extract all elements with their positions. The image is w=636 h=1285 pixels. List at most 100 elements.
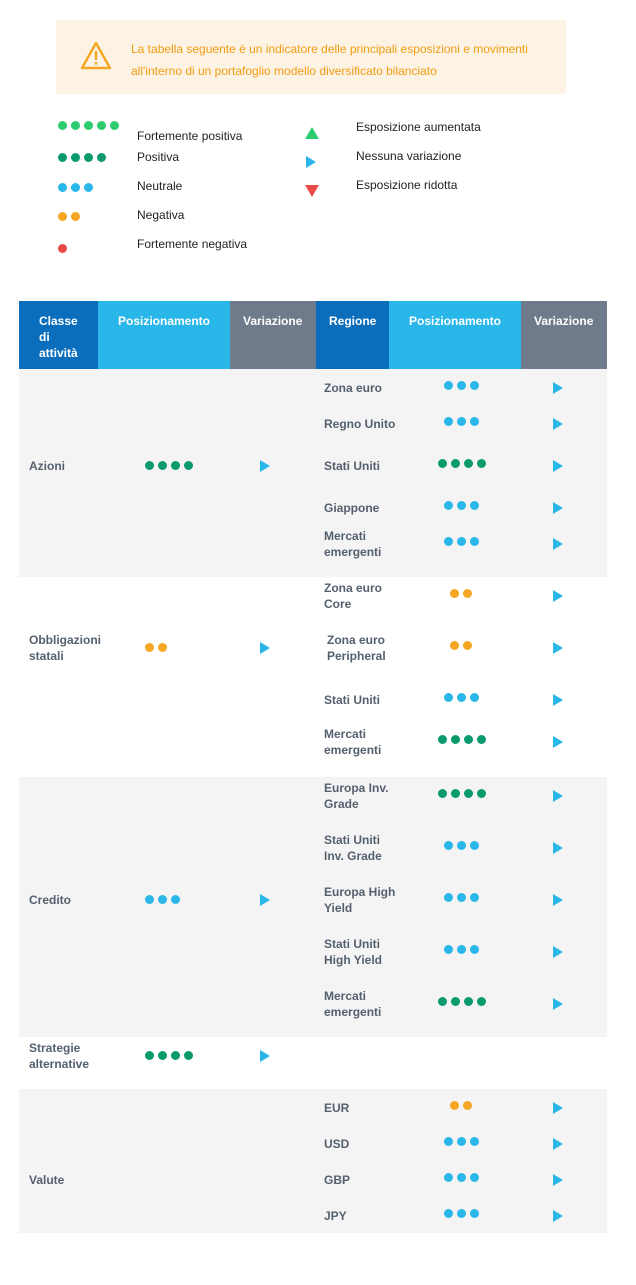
rating-dot bbox=[444, 501, 453, 510]
triangle-right-icon bbox=[553, 1138, 563, 1150]
triangle-up-icon bbox=[305, 127, 319, 139]
triangle-right-icon bbox=[553, 1210, 563, 1222]
rating-dot bbox=[451, 789, 460, 798]
triangle-right-icon bbox=[260, 894, 270, 906]
triangle-down-icon bbox=[305, 185, 319, 197]
asset-class-label: Obbligazioni statali bbox=[29, 633, 101, 663]
legend-change-label: Esposizione ridotta bbox=[356, 178, 458, 192]
rating-dot bbox=[444, 893, 453, 902]
rating-dot bbox=[477, 735, 486, 744]
triangle-right-icon bbox=[260, 642, 270, 654]
triangle-right-icon bbox=[553, 1102, 563, 1114]
rating-dot bbox=[171, 895, 180, 904]
asset-class-rating bbox=[145, 895, 180, 904]
rating-dot bbox=[451, 459, 460, 468]
legend-dots-0 bbox=[58, 121, 119, 130]
region-rating bbox=[450, 1101, 472, 1110]
rating-dot bbox=[84, 121, 93, 130]
triangle-right-icon bbox=[553, 790, 563, 802]
triangle-right-icon bbox=[553, 590, 563, 602]
rating-dot bbox=[470, 945, 479, 954]
rating-dot bbox=[464, 735, 473, 744]
asset-class-rating bbox=[145, 1051, 193, 1060]
region-label: Europa High Yield bbox=[324, 885, 396, 915]
region-rating bbox=[450, 641, 472, 650]
rating-dot bbox=[463, 1101, 472, 1110]
rating-dot bbox=[145, 461, 154, 470]
rating-dot bbox=[470, 1137, 479, 1146]
rating-dot bbox=[464, 789, 473, 798]
rating-dot bbox=[463, 589, 472, 598]
rating-dot bbox=[171, 461, 180, 470]
rating-dot bbox=[444, 693, 453, 702]
rating-dot bbox=[444, 537, 453, 546]
table-group bbox=[19, 777, 607, 1037]
rating-dot bbox=[450, 641, 459, 650]
rating-dot bbox=[58, 183, 67, 192]
legend-label: Fortemente positiva bbox=[137, 129, 243, 143]
rating-dot bbox=[58, 212, 67, 221]
rating-dot bbox=[158, 643, 167, 652]
rating-dot bbox=[158, 1051, 167, 1060]
rating-dot bbox=[457, 1173, 466, 1182]
rating-dot bbox=[444, 381, 453, 390]
rating-dot bbox=[84, 153, 93, 162]
rating-dot bbox=[457, 1209, 466, 1218]
triangle-right-icon bbox=[260, 460, 270, 472]
rating-dot bbox=[464, 997, 473, 1006]
asset-class-label: Valute bbox=[29, 1173, 65, 1187]
region-rating bbox=[444, 537, 479, 546]
region-label: Europa Inv. Grade bbox=[324, 781, 389, 811]
rating-dot bbox=[184, 1051, 193, 1060]
rating-dot bbox=[477, 789, 486, 798]
rating-dot bbox=[451, 997, 460, 1006]
rating-dot bbox=[444, 1209, 453, 1218]
rating-dot bbox=[451, 735, 460, 744]
triangle-right-icon bbox=[553, 1174, 563, 1186]
header-region-positioning: Posizionamento bbox=[389, 301, 521, 369]
region-rating bbox=[444, 945, 479, 954]
region-rating bbox=[444, 1209, 479, 1218]
rating-dot bbox=[84, 183, 93, 192]
rating-dot bbox=[145, 1051, 154, 1060]
triangle-right-icon bbox=[553, 418, 563, 430]
rating-dot bbox=[71, 212, 80, 221]
region-rating bbox=[438, 735, 486, 744]
header-region-change: Variazione bbox=[521, 301, 607, 369]
region-rating bbox=[438, 459, 486, 468]
triangle-right-icon bbox=[260, 1050, 270, 1062]
region-rating bbox=[444, 841, 479, 850]
rating-dot bbox=[457, 841, 466, 850]
triangle-right-icon bbox=[553, 460, 563, 472]
region-rating bbox=[438, 789, 486, 798]
header-asset-class: Classe di attività bbox=[19, 301, 98, 369]
rating-dot bbox=[477, 997, 486, 1006]
region-label: USD bbox=[324, 1137, 350, 1151]
rating-dot bbox=[97, 153, 106, 162]
region-rating bbox=[444, 893, 479, 902]
rating-dot bbox=[470, 501, 479, 510]
region-rating bbox=[450, 589, 472, 598]
region-rating bbox=[444, 1173, 479, 1182]
region-label: EUR bbox=[324, 1101, 350, 1115]
rating-dot bbox=[457, 537, 466, 546]
triangle-right-icon bbox=[553, 382, 563, 394]
region-rating bbox=[444, 1137, 479, 1146]
rating-dot bbox=[470, 417, 479, 426]
table-group bbox=[19, 577, 607, 777]
region-rating bbox=[444, 501, 479, 510]
header-region: Regione bbox=[316, 301, 389, 369]
rating-dot bbox=[457, 501, 466, 510]
region-label: Mercati emergenti bbox=[324, 727, 382, 757]
legend-label: Negativa bbox=[137, 208, 185, 222]
region-label: Zona euro bbox=[324, 381, 383, 395]
region-label: Stati Uniti bbox=[324, 459, 380, 473]
region-label: Regno Unito bbox=[324, 417, 396, 431]
triangle-right-icon bbox=[553, 694, 563, 706]
triangle-right-icon bbox=[553, 538, 563, 550]
rating-dot bbox=[184, 461, 193, 470]
region-label: Stati Uniti High Yield bbox=[324, 937, 383, 967]
legend-dots-3 bbox=[58, 212, 80, 221]
header-change: Variazione bbox=[230, 301, 316, 369]
triangle-right-icon bbox=[553, 946, 563, 958]
